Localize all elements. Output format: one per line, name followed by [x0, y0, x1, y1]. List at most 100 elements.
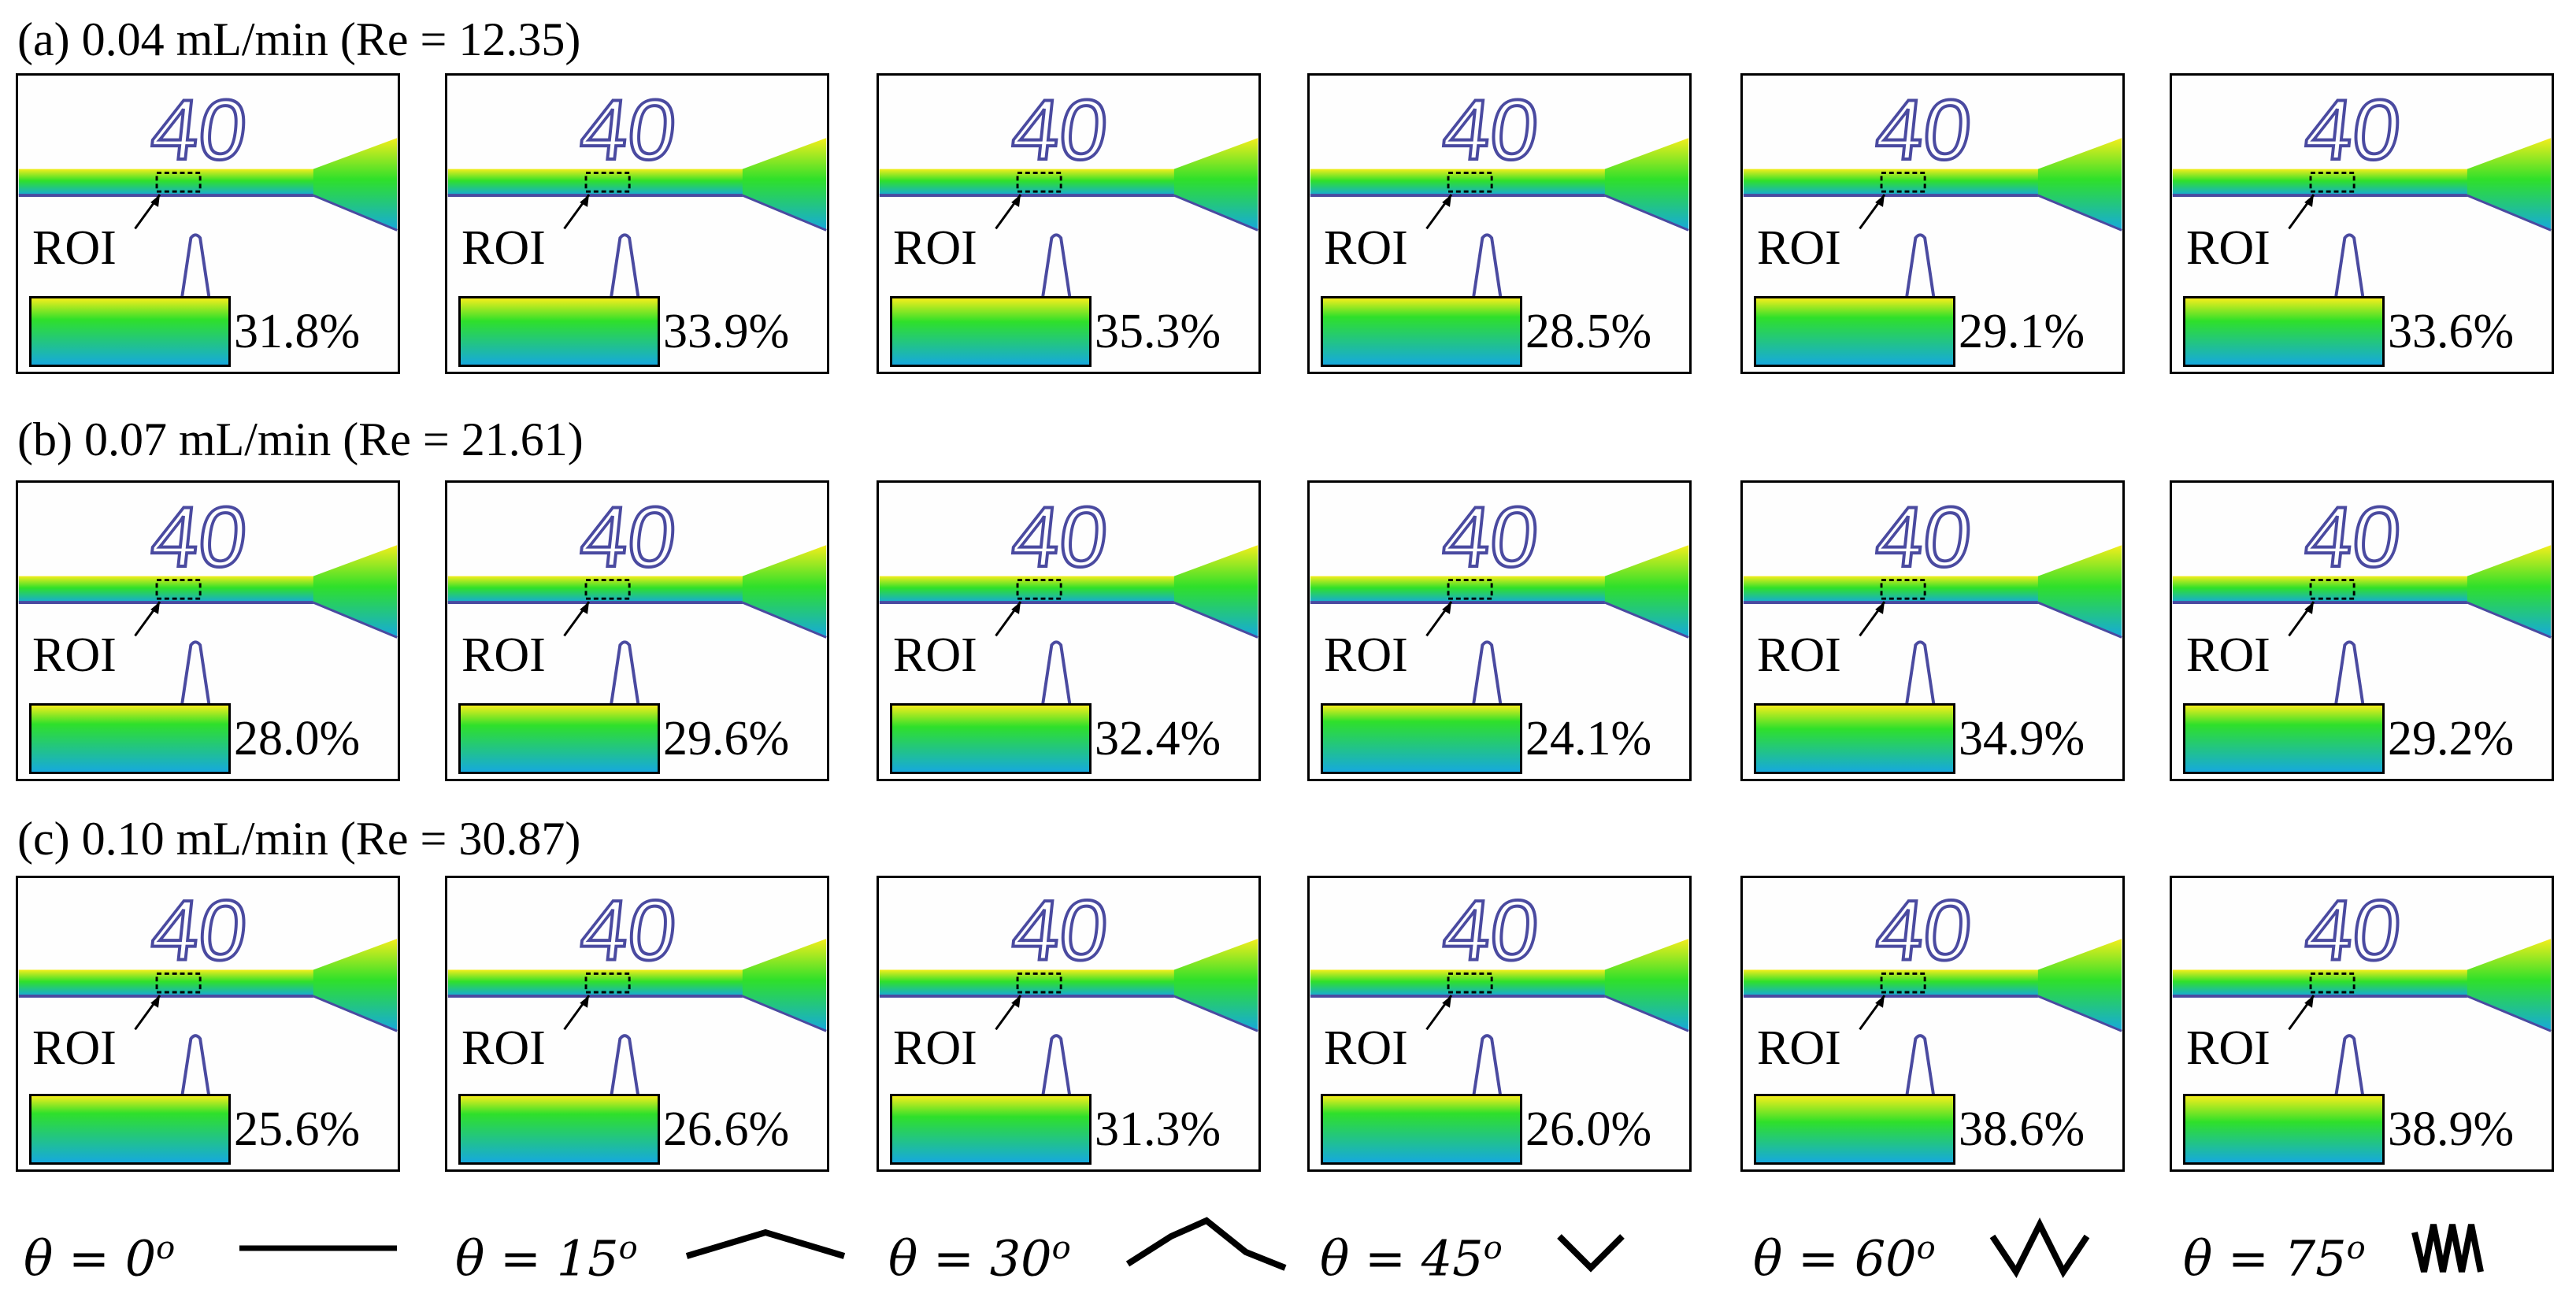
mixing-fraction: 33.6% [2388, 305, 2515, 358]
triangle-marker [1462, 233, 1512, 363]
mixing-fraction: 29.2% [2388, 712, 2515, 765]
zigzag-30-icon [1125, 1217, 1287, 1271]
channel-expansion [742, 939, 827, 1032]
zigzag-75-icon [2411, 1224, 2484, 1273]
triangle-marker [1462, 1034, 1512, 1161]
roi-label: ROI [461, 628, 546, 682]
triangle-marker [1895, 640, 1945, 770]
mixing-fraction: 29.6% [663, 712, 790, 765]
mixing-fraction: 31.3% [1095, 1102, 1221, 1156]
channel-expansion [313, 138, 398, 231]
roi-inset [29, 296, 231, 367]
triangle-marker [599, 1034, 650, 1161]
roi-inset [2183, 703, 2385, 774]
mixing-fraction: 34.9% [1959, 712, 2085, 765]
micrograph-panel: 40 ROI 26.0% [1307, 876, 1692, 1172]
channel [1743, 169, 2046, 196]
channel [1310, 969, 1613, 996]
zigzag-15-icon [685, 1228, 846, 1259]
roi-inset [458, 296, 660, 367]
channel-expansion [2467, 138, 2552, 231]
channel-image: 40 [879, 882, 1258, 1161]
channel-number: 40 [146, 490, 251, 585]
channel [2172, 169, 2475, 196]
micrograph-panel: 40 ROI 28.5% [1307, 73, 1692, 374]
micrograph-panel: 40 ROI 29.1% [1740, 73, 2125, 374]
micrograph-panel: 40 ROI 29.2% [2170, 480, 2554, 781]
roi-inset [2183, 1094, 2385, 1165]
channel-number: 40 [2300, 490, 2405, 585]
channel-number: 40 [1871, 490, 1976, 585]
roi-inset [29, 1094, 231, 1165]
triangle-marker [599, 640, 650, 770]
roi-label: ROI [893, 220, 977, 275]
mixing-fraction: 24.1% [1525, 712, 1652, 765]
roi-inset [890, 703, 1092, 774]
channel-number: 40 [576, 490, 680, 585]
micrograph-panel: 40 ROI 29.6% [445, 480, 829, 781]
channel-number: 40 [1007, 884, 1112, 979]
triangle-marker [1031, 233, 1081, 363]
triangle-marker [1895, 1034, 1945, 1161]
mixing-fraction: 32.4% [1095, 712, 1221, 765]
mixing-fraction: 29.1% [1959, 305, 2085, 358]
micrograph-panel: 40 ROI 33.6% [2170, 73, 2554, 374]
mixing-fraction: 25.6% [234, 1102, 361, 1156]
mixing-fraction: 33.9% [663, 305, 790, 358]
channel-image: 40 [879, 81, 1258, 363]
channel-image: 40 [18, 81, 398, 363]
channel-image: 40 [18, 488, 398, 770]
channel-image: 40 [1310, 882, 1689, 1161]
channel-image: 40 [447, 882, 827, 1161]
triangle-marker [170, 1034, 221, 1161]
channel-expansion [2037, 138, 2122, 231]
theta-label: θ = 30o [888, 1229, 1071, 1288]
roi-label: ROI [1324, 1021, 1408, 1076]
channel [18, 576, 321, 603]
roi-label: ROI [32, 628, 117, 682]
mixing-fraction: 28.5% [1525, 305, 1652, 358]
channel-expansion [2037, 939, 2122, 1032]
micrograph-panel: 40 ROI 38.6% [1740, 876, 2125, 1172]
micrograph-panel: 40 ROI 31.3% [877, 876, 1261, 1172]
roi-inset [1754, 1094, 1955, 1165]
roi-label: ROI [1757, 628, 1841, 682]
channel-number: 40 [1871, 884, 1976, 979]
channel [1743, 969, 2046, 996]
channel-number: 40 [1007, 490, 1112, 585]
channel-image: 40 [1743, 81, 2122, 363]
micrograph-panel: 40 ROI 32.4% [877, 480, 1261, 781]
micrograph-panel: 40 ROI 25.6% [16, 876, 400, 1172]
channel-image: 40 [1743, 488, 2122, 770]
channel-image: 40 [879, 488, 1258, 770]
channel [879, 169, 1182, 196]
roi-inset [1754, 296, 1955, 367]
straight-line-icon [239, 1245, 397, 1251]
roi-label: ROI [893, 628, 977, 682]
micrograph-panel: 40 ROI 28.0% [16, 480, 400, 781]
channel-number: 40 [1438, 884, 1543, 979]
micrograph-panel: 40 ROI 35.3% [877, 73, 1261, 374]
channel [2172, 576, 2475, 603]
row-title-a: (a) 0.04 mL/min (Re = 12.35) [17, 13, 581, 65]
roi-inset [1321, 1094, 1522, 1165]
zigzag-45-icon [1557, 1234, 1625, 1273]
roi-inset [890, 296, 1092, 367]
roi-label: ROI [1324, 628, 1408, 682]
roi-label: ROI [2186, 628, 2270, 682]
zigzag-60-icon [1989, 1217, 2090, 1278]
micrograph-panel: 40 ROI 34.9% [1740, 480, 2125, 781]
channel-image: 40 [18, 882, 398, 1161]
channel [879, 969, 1182, 996]
channel-expansion [2467, 939, 2552, 1032]
channel-number: 40 [146, 83, 251, 178]
roi-label: ROI [1324, 220, 1408, 275]
channel [18, 969, 321, 996]
micrograph-panel: 40 ROI 33.9% [445, 73, 829, 374]
roi-inset [1321, 296, 1522, 367]
mixing-fraction: 38.9% [2388, 1102, 2515, 1156]
channel-number: 40 [1007, 83, 1112, 178]
theta-label: θ = 45o [1320, 1229, 1503, 1288]
channel-number: 40 [1438, 83, 1543, 178]
channel-number: 40 [1871, 83, 1976, 178]
